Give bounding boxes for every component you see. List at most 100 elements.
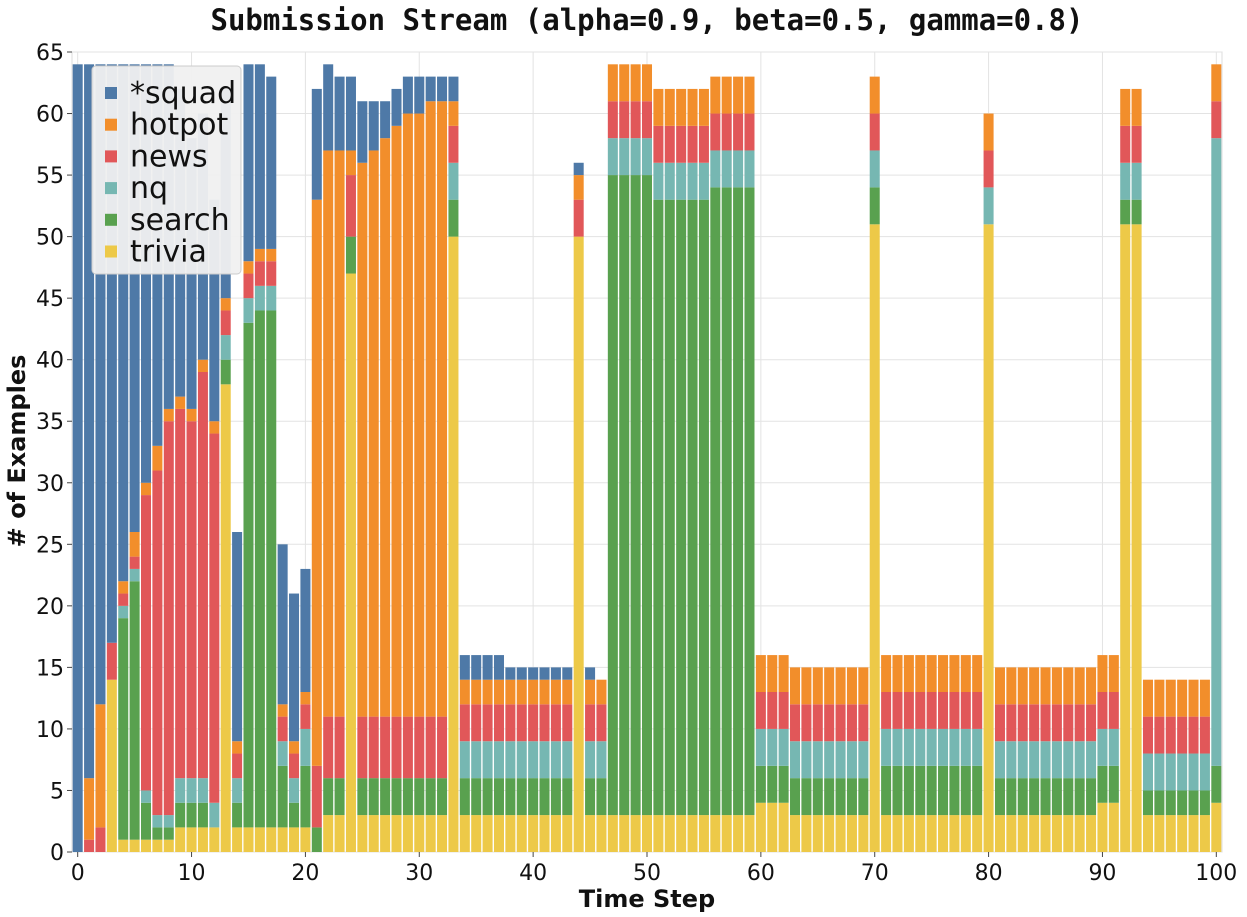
- bar-segment-trivia-90: [1097, 802, 1108, 852]
- bar-segment-news-39: [516, 704, 527, 742]
- bar-segment-squad-30: [414, 76, 425, 114]
- bar-segment-squad-22: [323, 64, 334, 151]
- bar-segment-search-43: [562, 778, 573, 816]
- bar-segment-hotpot-25: [357, 162, 368, 717]
- bar-segment-hotpot-11: [197, 359, 208, 372]
- bar-segment-search-60: [755, 765, 766, 803]
- bar-segment-search-86: [1051, 778, 1062, 816]
- x-tick-label: 100: [1195, 861, 1237, 886]
- bar-segment-search-87: [1063, 778, 1074, 816]
- bar-segment-nq-16: [254, 285, 265, 311]
- x-axis-label: Time Step: [579, 885, 715, 913]
- bar-segment-search-49: [630, 175, 641, 816]
- bar-segment-hotpot-61: [767, 655, 778, 692]
- bar-segment-news-74: [915, 692, 926, 729]
- bar-segment-trivia-35: [471, 815, 482, 852]
- bar-segment-news-91: [1108, 692, 1119, 729]
- bar-segment-squad-36: [482, 655, 493, 680]
- bar-segment-news-62: [778, 692, 789, 729]
- bar-segment-search-75: [926, 765, 937, 816]
- y-tick-label: 25: [36, 533, 64, 558]
- legend-swatch-search: [105, 213, 117, 226]
- bar-segment-search-54: [687, 199, 698, 816]
- axes: 0 10 20 30 40 50 60 70 80 90 100 0 5 10 15 20 25 30 35 40 45…: [36, 41, 1237, 886]
- bar-segment-hotpot-97: [1177, 679, 1188, 717]
- bar-segment-nq-35: [471, 741, 482, 779]
- bar-segment-trivia-6: [141, 839, 152, 852]
- bar-segment-news-31: [425, 716, 436, 779]
- bar-segment-squad-29: [402, 76, 413, 114]
- bar-segment-trivia-18: [277, 827, 288, 852]
- bar-segment-news-47: [607, 101, 618, 139]
- bar-segment-search-39: [516, 778, 527, 816]
- bar-segment-trivia-93: [1131, 224, 1142, 852]
- bar-segment-hotpot-38: [505, 679, 516, 705]
- bar-segment-news-94: [1142, 716, 1153, 754]
- bar-segment-hotpot-58: [733, 76, 744, 114]
- bar-segment-nq-94: [1142, 753, 1153, 791]
- bar-segment-hotpot-71: [881, 655, 892, 692]
- bar-segment-news-54: [687, 125, 698, 163]
- bar-segment-hotpot-18: [277, 704, 288, 717]
- y-tick-label: 55: [36, 164, 64, 189]
- bar-segment-news-20: [300, 704, 311, 729]
- bar-segment-hotpot-41: [539, 679, 550, 705]
- bar-segment-trivia-48: [619, 815, 630, 852]
- bar-segment-search-71: [881, 765, 892, 816]
- bar-segment-search-93: [1131, 199, 1142, 225]
- bar-segment-news-52: [664, 125, 675, 163]
- bar-segment-news-48: [619, 101, 630, 139]
- bar-segment-trivia-15: [243, 827, 254, 852]
- bar-segment-hotpot-21: [311, 199, 322, 766]
- bar-segment-hotpot-86: [1051, 667, 1062, 705]
- bar-segment-hotpot-30: [414, 113, 425, 717]
- bar-segment-search-7: [152, 827, 163, 840]
- bar-segment-trivia-95: [1154, 815, 1165, 852]
- bar-segment-news-12: [209, 433, 220, 803]
- bar-segment-hotpot-20: [300, 692, 311, 705]
- bar-segment-trivia-64: [801, 815, 812, 852]
- bar-segment-news-76: [938, 692, 949, 729]
- bar-segment-nq-49: [630, 138, 641, 176]
- bar-segment-search-85: [1040, 778, 1051, 816]
- bar-segment-squad-16: [254, 64, 265, 249]
- bar-segment-trivia-88: [1074, 815, 1085, 852]
- bar-segment-search-68: [846, 778, 857, 816]
- bar-segment-nq-17: [266, 285, 277, 311]
- bar-segment-search-78: [960, 765, 971, 816]
- bar-segment-squad-25: [357, 101, 368, 163]
- bar-segment-nq-99: [1199, 753, 1210, 791]
- bar-segment-search-41: [539, 778, 550, 816]
- bar-segment-nq-69: [858, 741, 869, 779]
- bar-segment-search-16: [254, 310, 265, 828]
- bar-segment-news-17: [266, 261, 277, 286]
- bar-segment-search-63: [790, 778, 801, 816]
- bar-segment-trivia-73: [903, 815, 914, 852]
- bar-segment-hotpot-89: [1086, 667, 1097, 705]
- bar-segment-news-79: [972, 692, 983, 729]
- bar-segment-news-21: [311, 765, 322, 828]
- bar-segment-hotpot-70: [869, 76, 880, 114]
- bar-segment-nq-75: [926, 728, 937, 766]
- y-axis-label: # of Examples: [3, 355, 31, 548]
- bar-segment-trivia-92: [1120, 224, 1131, 852]
- bar-segment-hotpot-48: [619, 64, 630, 102]
- x-tick-label: 70: [861, 861, 889, 886]
- bar-segment-nq-52: [664, 162, 675, 200]
- bar-segment-search-21: [311, 827, 322, 852]
- bar-segment-nq-55: [698, 162, 709, 200]
- bar-segment-news-45: [585, 704, 596, 742]
- bar-segment-hotpot-91: [1108, 655, 1119, 692]
- bar-segment-trivia-55: [698, 815, 709, 852]
- bar-segment-nq-64: [801, 741, 812, 779]
- bar-segment-hotpot-72: [892, 655, 903, 692]
- bar-segment-news-1: [84, 839, 95, 852]
- chart-title: Submission Stream (alpha=0.9, beta=0.5, …: [211, 3, 1084, 37]
- bar-segment-squad-26: [368, 101, 379, 151]
- bar-segment-news-97: [1177, 716, 1188, 754]
- bar-segment-hotpot-52: [664, 88, 675, 126]
- bar-segment-nq-84: [1029, 741, 1040, 779]
- bar-segment-search-79: [972, 765, 983, 816]
- bar-segment-hotpot-13: [220, 298, 231, 311]
